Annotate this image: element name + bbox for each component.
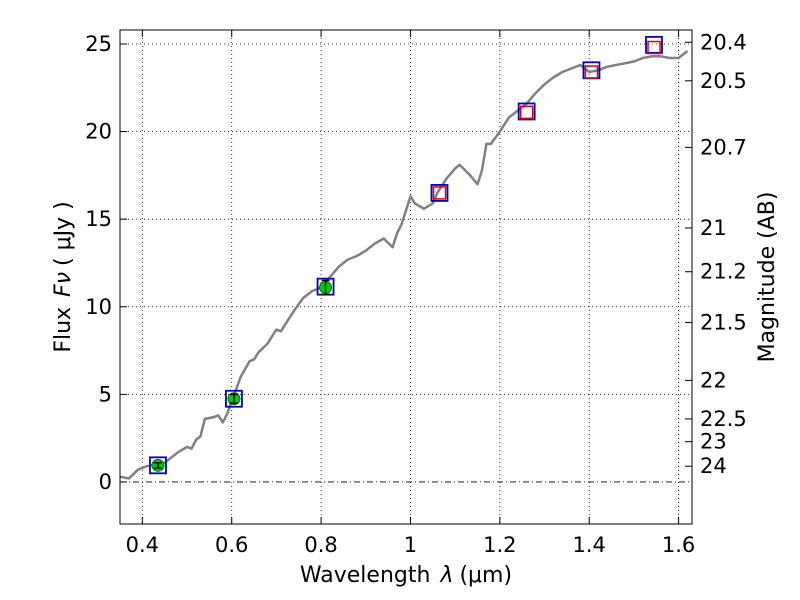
model-flux-marker-3 (430, 184, 449, 202)
x-tick-label-4: 1.2 (483, 533, 516, 557)
axis-ticks (120, 30, 692, 524)
y2-tick-label-0: 20.4 (700, 30, 747, 54)
y2-tick-label-2: 20.7 (700, 135, 747, 159)
model-flux-marker-4 (517, 102, 536, 121)
grid (120, 30, 692, 524)
y-axis-title: FluxFν( μJy ) (51, 201, 76, 352)
y-tick-label-2: 10 (85, 295, 112, 319)
tick-labels: 0.4 0.6 0.8 1 1.2 1.4 1.6 0 5 10 15 20 25 20.4 20.5 20.… (85, 30, 747, 557)
x-tick-label-1: 0.6 (215, 533, 248, 557)
band-flux-marker-2 (584, 65, 599, 79)
x-tick-label-5: 1.4 (573, 533, 606, 557)
y2-tick-label-8: 23 (700, 430, 727, 454)
y2-tick-label-1: 20.5 (700, 69, 747, 93)
band-flux-marker-3 (647, 40, 661, 55)
y-tick-label-3: 15 (85, 207, 112, 231)
model-flux-marker-0 (149, 456, 167, 475)
model-flux-marker-1 (225, 389, 243, 408)
right-axis-title: Magnitude (AB) (755, 192, 780, 363)
x-tick-label-3: 1 (404, 533, 417, 557)
y-tick-label-5: 25 (85, 32, 112, 56)
y2-tick-label-9: 24 (700, 454, 727, 478)
photometry-markers (149, 35, 663, 475)
series-line-0 (119, 50, 689, 480)
y2-tick-label-6: 22 (700, 368, 727, 392)
y-tick-label-0: 0 (99, 470, 112, 494)
x-tick-label-6: 1.6 (662, 533, 695, 557)
x-tick-label-2: 0.8 (304, 533, 337, 557)
band-flux-marker-0 (432, 186, 447, 200)
y-tick-label-4: 20 (85, 120, 112, 144)
band-flux-marker-1 (519, 105, 534, 120)
y2-tick-label-5: 21.5 (700, 311, 747, 335)
sed-model-series (119, 50, 689, 480)
x-tick-label-0: 0.4 (126, 533, 159, 557)
plot-frame (119, 29, 693, 525)
y-tick-label-1: 5 (99, 382, 112, 406)
y2-tick-label-7: 22.5 (700, 407, 747, 431)
y2-tick-label-3: 21 (700, 216, 727, 240)
x-axis-title: Wavelength λ (μm) (300, 563, 512, 588)
y2-tick-label-4: 21.2 (700, 260, 747, 284)
